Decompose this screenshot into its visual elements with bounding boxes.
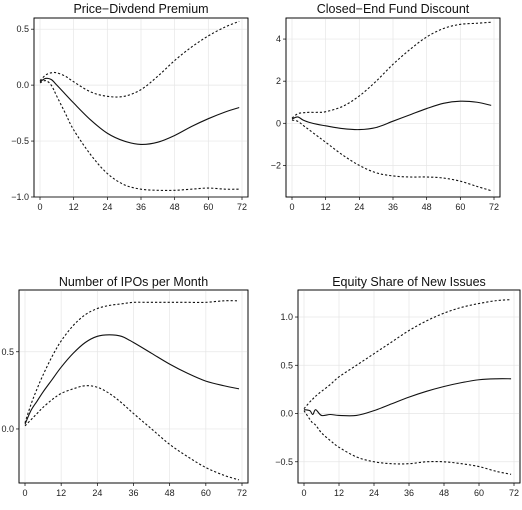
- y-tick-label: 0.0: [1, 424, 14, 434]
- plot-border: [18, 289, 249, 484]
- upper-band-line: [24, 300, 239, 423]
- impulse-response-line: [24, 334, 240, 425]
- x-tick-label: 36: [128, 488, 138, 498]
- upper-band-line: [303, 299, 512, 410]
- y-tick-label: 1.0: [280, 312, 293, 322]
- x-tick-label: 72: [489, 202, 499, 212]
- y-tick-label: 4: [276, 34, 281, 44]
- x-tick-label: 36: [388, 202, 398, 212]
- panel-title: Price−Divdend Premium: [73, 2, 208, 16]
- panel-title: Equity Share of New Issues: [332, 275, 486, 289]
- plot-border: [297, 289, 521, 484]
- plot-border: [33, 17, 249, 198]
- y-tick-label: −0.5: [11, 136, 29, 146]
- impulse-response-line: [303, 378, 512, 417]
- x-tick-label: 12: [334, 488, 344, 498]
- x-tick-label: 48: [170, 202, 180, 212]
- x-tick-label: 0: [301, 488, 306, 498]
- x-tick-label: 60: [201, 488, 211, 498]
- panel-number-of-ipos: 0 12 24 36 48 60 72 0.0 0.5 Number of IPOs per Mo…: [1, 275, 249, 498]
- plot-border: [285, 17, 501, 198]
- x-tick-label: 48: [422, 202, 432, 212]
- x-tick-label: 24: [92, 488, 102, 498]
- y-tick-label: 0.5: [16, 24, 29, 34]
- x-tick-label: 36: [404, 488, 414, 498]
- x-tick-label: 24: [354, 202, 364, 212]
- x-tick-label: 72: [509, 488, 519, 498]
- panel-price-dividend-premium: 0 12 24 36 48 60 72 −1.0 −0.5 0.0 0.5 Price−Divdend…: [11, 2, 249, 212]
- x-tick-label: 12: [69, 202, 79, 212]
- x-tick-label: 24: [369, 488, 379, 498]
- x-tick-label: 60: [203, 202, 213, 212]
- y-tick-label: −1.0: [11, 192, 29, 202]
- impulse-response-line: [39, 77, 240, 145]
- x-tick-label: 0: [22, 488, 27, 498]
- x-tick-label: 24: [102, 202, 112, 212]
- x-tick-label: 48: [165, 488, 175, 498]
- y-tick-label: −0.5: [275, 457, 293, 467]
- x-tick-label: 12: [56, 488, 66, 498]
- y-tick-label: 0.5: [280, 360, 293, 370]
- y-tick-label: 0.0: [280, 409, 293, 419]
- lower-band-line: [303, 410, 512, 475]
- x-tick-label: 48: [439, 488, 449, 498]
- x-tick-label: 0: [289, 202, 294, 212]
- x-tick-label: 36: [136, 202, 146, 212]
- panel-title: Number of IPOs per Month: [59, 275, 208, 289]
- upper-band-line: [291, 21, 492, 119]
- y-tick-label: 2: [276, 76, 281, 86]
- lower-band-line: [24, 385, 240, 481]
- upper-band-line: [39, 20, 240, 98]
- panel-title: Closed−End Fund Discount: [317, 2, 470, 16]
- x-tick-label: 72: [237, 488, 247, 498]
- x-tick-label: 60: [474, 488, 484, 498]
- impulse-response-line: [291, 100, 492, 131]
- x-tick-label: 72: [237, 202, 247, 212]
- y-tick-label: 0.0: [16, 80, 29, 90]
- panel-equity-share-new-issues: 0 12 24 36 48 60 72 −0.5 0.0 0.5 1.0 Equity Share o…: [275, 275, 521, 498]
- y-tick-label: 0.5: [1, 347, 14, 357]
- x-tick-label: 60: [455, 202, 465, 212]
- x-tick-label: 0: [37, 202, 42, 212]
- y-tick-label: 0: [276, 118, 281, 128]
- y-tick-label: −2: [271, 160, 281, 170]
- x-tick-label: 12: [321, 202, 331, 212]
- lower-band-line: [39, 80, 240, 191]
